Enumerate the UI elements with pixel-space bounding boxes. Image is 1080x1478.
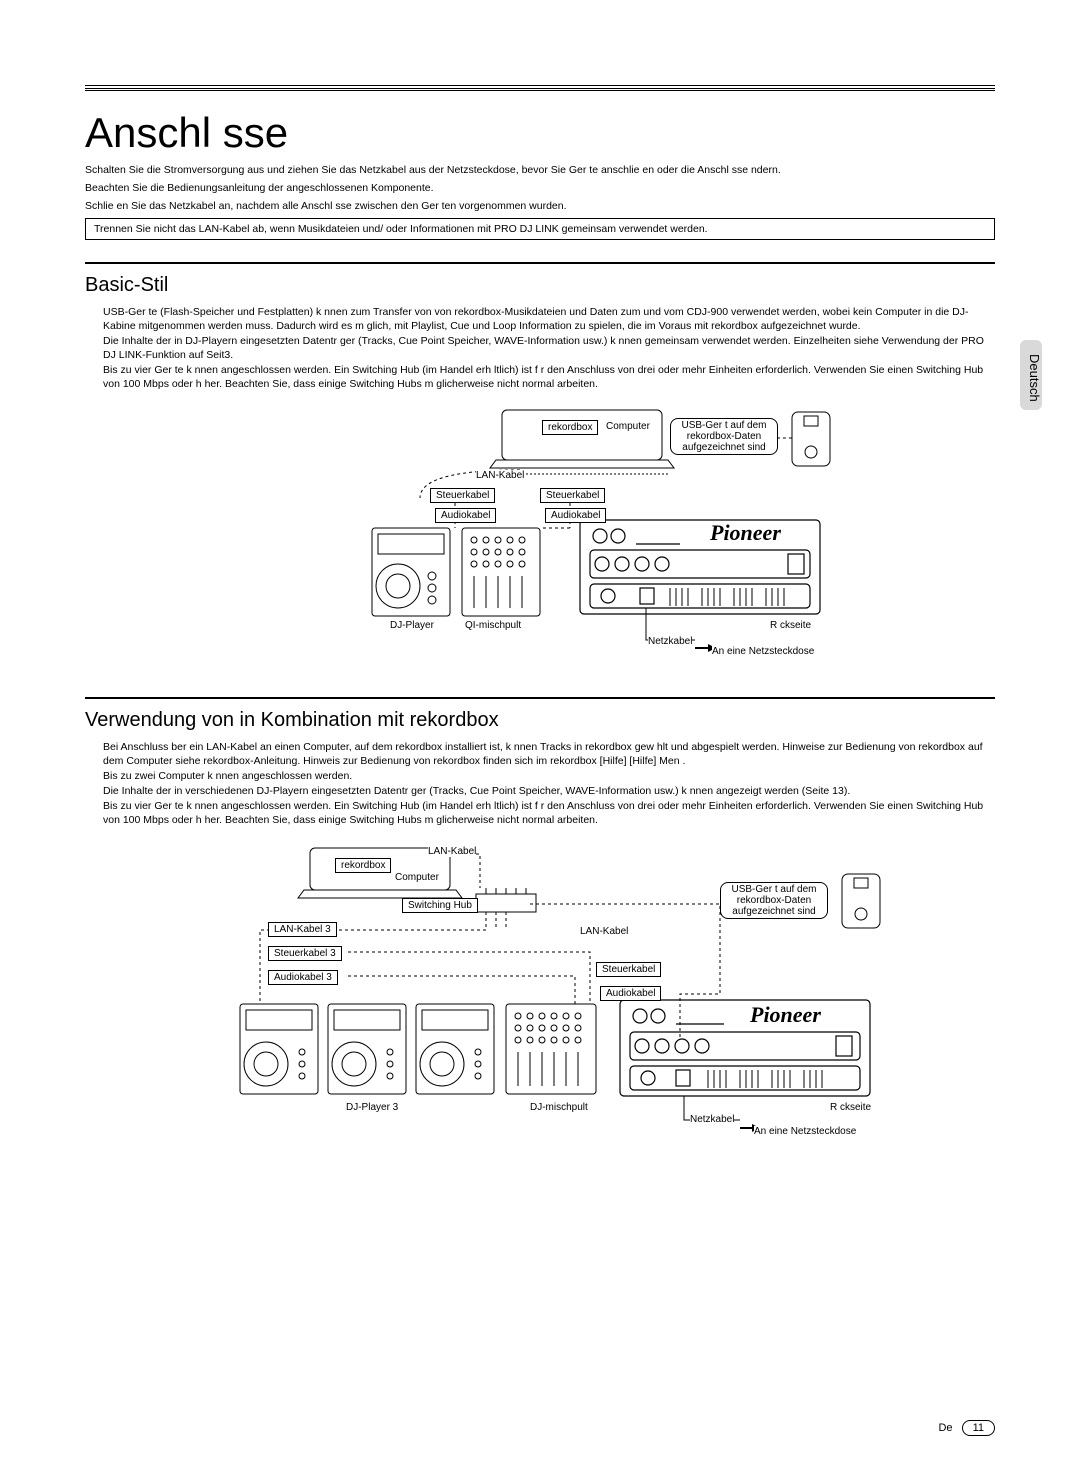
label-dj-player3: DJ-Player 3 xyxy=(346,1102,398,1113)
label-switching-hub: Switching Hub xyxy=(402,898,478,913)
label-lan-cable: LAN-Kabel xyxy=(428,846,476,857)
label-audio-cable3: Audiokabel 3 xyxy=(268,970,338,985)
label-rear: R ckseite xyxy=(830,1102,871,1113)
caution-box: Trennen Sie nicht das LAN-Kabel ab, wenn… xyxy=(85,218,995,240)
label-power-cable: Netzkabel xyxy=(690,1114,734,1125)
label-rekordbox: rekordbox xyxy=(335,858,391,873)
label-audio-cable: Audiokabel xyxy=(600,986,661,1001)
sec2-para: Bei Anschluss ber ein LAN-Kabel an einen… xyxy=(103,740,995,768)
section1-body: USB-Ger te (Flash-Speicher und Festplatt… xyxy=(85,305,995,392)
svg-text:Pioneer: Pioneer xyxy=(749,1002,821,1027)
label-control-cable: Steuerkabel xyxy=(430,488,495,503)
label-to-outlet: An eine Netzsteckdose xyxy=(712,646,814,657)
language-tab: Deutsch xyxy=(1020,340,1042,410)
page-title: Anschl sse xyxy=(85,109,995,157)
label-control-cable3: Steuerkabel 3 xyxy=(268,946,342,961)
intro-line-3: Schlie en Sie das Netzkabel an, nachdem … xyxy=(85,199,995,213)
diagram-basic-stil: rekordbox Computer USB-Ger t auf dem rek… xyxy=(85,408,995,673)
page-number: De 11 xyxy=(938,1420,995,1436)
sec2-para: Bis zu zwei Computer k nnen angeschlosse… xyxy=(103,769,995,783)
sec2-para: Die Inhalte der in verschiedenen DJ-Play… xyxy=(103,784,995,798)
label-control-cable: Steuerkabel xyxy=(540,488,605,503)
section2-body: Bei Anschluss ber ein LAN-Kabel an einen… xyxy=(85,740,995,828)
sec1-para: Die Inhalte der in DJ-Playern eingesetzt… xyxy=(103,334,995,362)
sec2-para: Bis zu vier Ger te k nnen angeschlossen … xyxy=(103,799,995,827)
label-control-cable: Steuerkabel xyxy=(596,962,661,977)
intro-block: Schalten Sie die Stromversorgung aus und… xyxy=(85,163,995,214)
section-rule xyxy=(85,697,995,699)
label-rekordbox: rekordbox xyxy=(542,420,598,435)
intro-line-2: Beachten Sie die Bedienungsanleitung der… xyxy=(85,181,995,195)
label-computer: Computer xyxy=(395,872,439,883)
sec1-para: Bis zu vier Ger te k nnen angeschlossen … xyxy=(103,363,995,391)
section2-title: Verwendung von in Kombination mit rekord… xyxy=(85,709,995,732)
label-usb-device: USB-Ger t auf dem rekordbox-Daten aufgez… xyxy=(670,418,778,455)
label-lan-cable: LAN-Kabel xyxy=(580,926,628,937)
label-rear: R ckseite xyxy=(770,620,811,631)
label-lan-cable3: LAN-Kabel 3 xyxy=(268,922,337,937)
label-audio-cable: Audiokabel xyxy=(435,508,496,523)
page-num-value: 11 xyxy=(962,1420,995,1436)
section1-title: Basic-Stil xyxy=(85,274,995,297)
intro-line-1: Schalten Sie die Stromversorgung aus und… xyxy=(85,163,995,177)
diagram-rekordbox: rekordbox Computer LAN-Kabel Switching H… xyxy=(85,844,995,1149)
label-dj-mixer: DJ-mischpult xyxy=(530,1102,588,1113)
sec1-para: USB-Ger te (Flash-Speicher und Festplatt… xyxy=(103,305,995,333)
label-computer: Computer xyxy=(606,421,650,432)
label-dj-player: DJ-Player xyxy=(390,620,434,631)
label-usb-device: USB-Ger t auf dem rekordbox-Daten aufgez… xyxy=(720,882,828,919)
top-rule xyxy=(85,85,995,91)
label-power-cable: Netzkabel xyxy=(648,636,692,647)
label-lan-cable: LAN-Kabel xyxy=(476,470,524,481)
label-to-outlet: An eine Netzsteckdose xyxy=(754,1126,856,1137)
label-dj-mixer: QI-mischpult xyxy=(465,620,521,631)
label-audio-cable: Audiokabel xyxy=(545,508,606,523)
page-region: De xyxy=(938,1422,952,1434)
svg-text:Pioneer: Pioneer xyxy=(709,520,781,545)
section-rule xyxy=(85,262,995,264)
